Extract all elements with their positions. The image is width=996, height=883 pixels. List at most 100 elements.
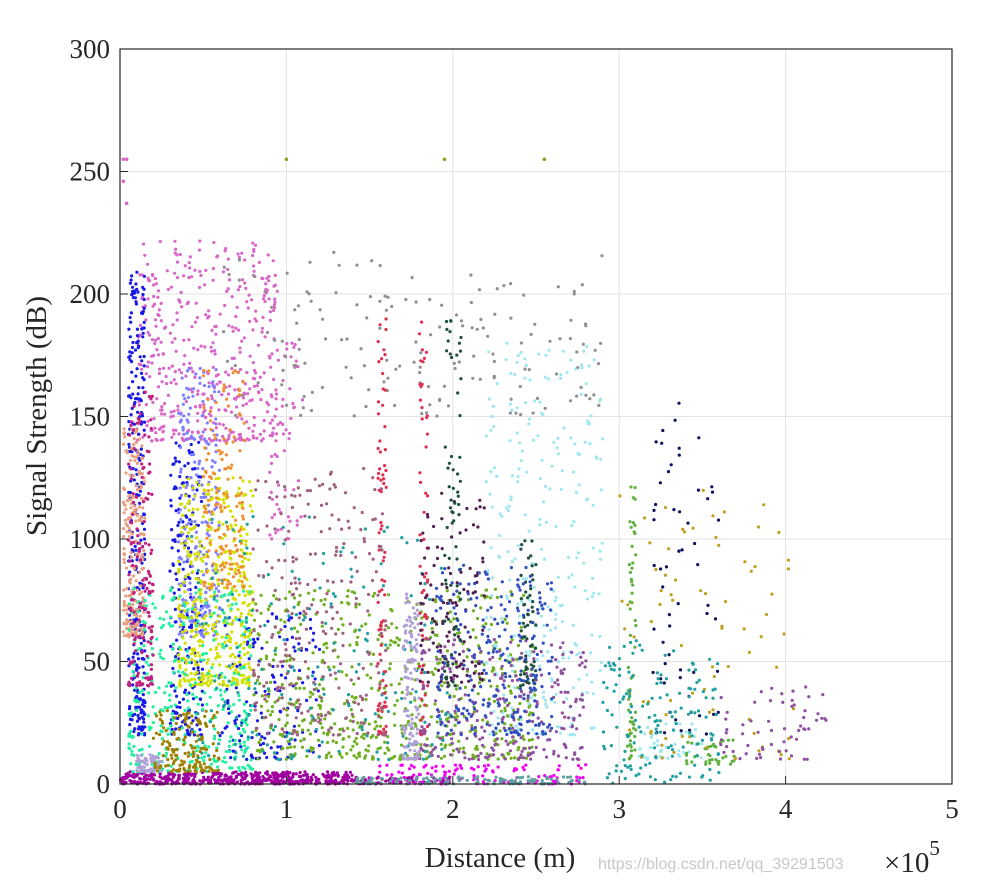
data-point (195, 480, 199, 484)
data-point (327, 665, 331, 669)
data-point (584, 382, 588, 386)
data-point (252, 384, 256, 388)
data-point (631, 651, 635, 655)
data-point (273, 273, 277, 277)
data-point (630, 544, 634, 549)
data-point (421, 715, 425, 719)
data-point (759, 756, 763, 760)
data-point (712, 674, 716, 679)
data-point (409, 700, 413, 704)
data-point (629, 485, 633, 489)
data-point (505, 594, 509, 598)
data-point (124, 471, 128, 475)
data-point (224, 370, 228, 374)
data-point (677, 446, 681, 450)
data-point (244, 717, 248, 722)
data-point (269, 680, 273, 685)
data-point (384, 643, 388, 647)
data-point (234, 724, 238, 728)
data-point (311, 692, 315, 696)
data-point (759, 690, 763, 694)
data-point (546, 377, 551, 381)
data-point (129, 413, 133, 417)
data-point (633, 618, 637, 623)
data-point (634, 639, 638, 643)
data-point (283, 609, 288, 613)
data-point (141, 292, 145, 297)
data-point (706, 497, 710, 501)
data-point (232, 780, 236, 784)
data-point (128, 530, 132, 534)
data-point (199, 581, 203, 585)
data-point (501, 711, 505, 715)
data-point (177, 670, 181, 674)
data-point (132, 744, 136, 749)
data-point (453, 366, 457, 371)
data-point (382, 380, 386, 384)
data-point (495, 737, 499, 741)
data-point (244, 402, 249, 406)
data-point (527, 529, 531, 533)
data-point (203, 627, 208, 632)
data-point (701, 774, 705, 778)
data-point (184, 374, 188, 378)
data-point (495, 382, 499, 386)
data-point (252, 423, 256, 427)
data-point (626, 765, 630, 769)
data-point (490, 505, 494, 509)
data-point (559, 373, 563, 377)
data-point (173, 337, 177, 341)
data-point (644, 763, 648, 767)
data-point (628, 739, 633, 743)
data-point (261, 741, 266, 746)
data-point (305, 754, 309, 758)
data-point (279, 618, 283, 622)
data-point (142, 532, 146, 537)
data-point (177, 614, 181, 618)
data-point (302, 686, 306, 690)
data-point (255, 384, 259, 388)
data-point (194, 558, 198, 562)
data-point (204, 415, 208, 420)
data-point (451, 749, 456, 753)
data-point (598, 634, 602, 639)
data-point (628, 710, 633, 714)
data-point (799, 724, 803, 728)
data-point (223, 774, 227, 778)
data-point (483, 729, 487, 733)
data-point (577, 677, 581, 681)
data-point (268, 604, 272, 608)
data-point (171, 772, 175, 776)
data-point (603, 747, 607, 751)
data-point (189, 453, 194, 457)
data-point (585, 345, 589, 349)
data-point (160, 405, 164, 409)
data-point (193, 775, 197, 779)
data-point (454, 718, 458, 722)
data-point (333, 722, 337, 726)
data-point (435, 633, 439, 638)
data-point (173, 370, 177, 374)
data-point (242, 702, 247, 706)
data-point (128, 458, 133, 462)
data-point (461, 649, 465, 654)
data-point (285, 708, 289, 712)
data-point (188, 576, 192, 581)
data-point (470, 326, 474, 330)
data-point (373, 591, 377, 595)
data-point (501, 697, 505, 701)
data-point (273, 700, 277, 704)
data-point (193, 552, 197, 556)
data-point (590, 680, 594, 684)
data-point (421, 360, 425, 364)
data-point (135, 461, 139, 465)
data-point (648, 761, 652, 765)
data-point (183, 641, 187, 645)
data-point (674, 775, 678, 779)
data-point (177, 632, 181, 636)
data-point (309, 746, 313, 750)
data-point (265, 778, 269, 782)
data-point (128, 774, 133, 778)
data-point (615, 764, 619, 768)
data-point (210, 521, 214, 525)
